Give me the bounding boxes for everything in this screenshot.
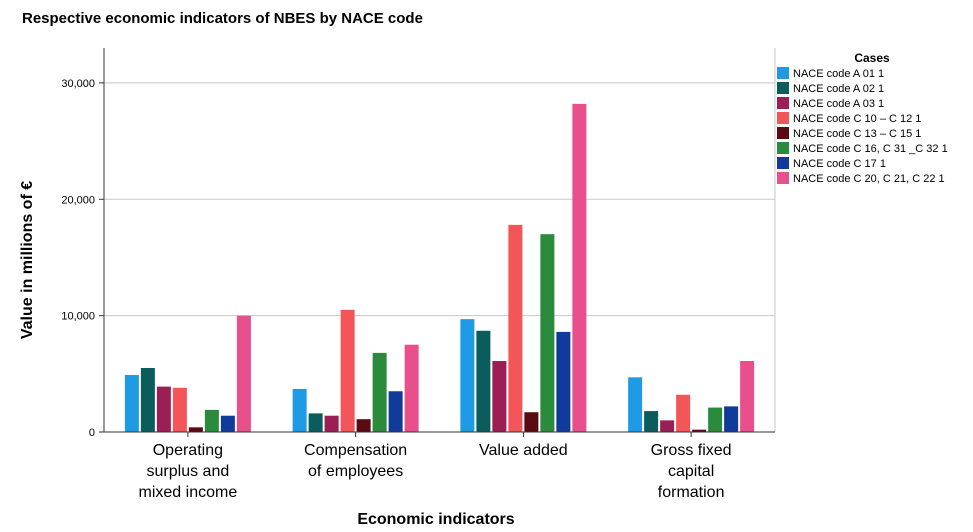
y-axis: 0 10,000 20,000 30,000 bbox=[61, 48, 105, 439]
legend-swatch bbox=[777, 82, 789, 94]
legend-label: NACE code A 01 1 bbox=[793, 68, 884, 80]
gridlines bbox=[104, 48, 776, 432]
bar bbox=[156, 386, 171, 432]
bar bbox=[140, 368, 155, 432]
x-category-label: Operating surplus and mixed income bbox=[139, 442, 238, 501]
bar bbox=[236, 315, 251, 432]
bar bbox=[540, 234, 555, 432]
bar bbox=[628, 377, 643, 432]
legend-swatch bbox=[777, 67, 789, 79]
bar bbox=[572, 103, 587, 432]
legend-label: NACE code C 10 – C 12 1 bbox=[793, 113, 921, 125]
legend-label: NACE code C 16, C 31 _C 32 1 bbox=[793, 143, 948, 155]
legend-swatch bbox=[777, 172, 789, 184]
legend-swatch bbox=[777, 142, 789, 154]
y-tick-label: 0 bbox=[89, 427, 95, 439]
chart-title: Respective economic indicators of NBES b… bbox=[22, 10, 423, 27]
bar bbox=[172, 387, 187, 432]
bar bbox=[388, 391, 403, 432]
legend-label: NACE code A 02 1 bbox=[793, 83, 884, 95]
y-axis-title: Value in millions of € bbox=[19, 181, 36, 339]
bar bbox=[204, 409, 219, 432]
bar bbox=[308, 413, 323, 432]
legend-swatch bbox=[777, 157, 789, 169]
bar bbox=[524, 412, 539, 432]
bar bbox=[340, 309, 355, 432]
bar bbox=[644, 411, 659, 432]
bar bbox=[188, 427, 203, 432]
x-category-label: Compensation of employees bbox=[304, 442, 407, 480]
legend-swatch bbox=[777, 112, 789, 124]
y-tick-label: 30,000 bbox=[61, 78, 95, 90]
y-tick-label: 10,000 bbox=[61, 311, 95, 323]
bar bbox=[292, 388, 307, 432]
x-axis: Operating surplus and mixed income Compensa… bbox=[104, 431, 775, 501]
bar bbox=[324, 415, 339, 432]
legend-label: NACE code C 17 1 bbox=[793, 158, 886, 170]
bars bbox=[124, 103, 755, 432]
legend-label: NACE code C 20, C 21, C 22 1 bbox=[793, 173, 945, 185]
bar bbox=[692, 429, 707, 432]
bar bbox=[492, 361, 507, 432]
legend-title: Cases bbox=[854, 51, 890, 65]
bar bbox=[460, 319, 475, 432]
legend-label: NACE code A 03 1 bbox=[793, 98, 884, 110]
bar bbox=[220, 415, 235, 432]
bar bbox=[708, 407, 723, 432]
x-category-label: Gross fixed capital formation bbox=[651, 442, 732, 501]
bar bbox=[740, 361, 755, 432]
x-axis-title: Economic indicators bbox=[357, 511, 514, 528]
bar bbox=[124, 374, 139, 432]
bar bbox=[372, 352, 387, 432]
bar bbox=[476, 330, 491, 432]
legend: Cases NACE code A 01 1 NACE code A 02 1 NA… bbox=[777, 51, 948, 185]
legend-label: NACE code C 13 – C 15 1 bbox=[793, 128, 921, 140]
x-category-label: Value added bbox=[479, 442, 568, 459]
bar bbox=[676, 394, 691, 432]
bar bbox=[556, 331, 571, 432]
bar bbox=[724, 406, 739, 432]
bar bbox=[356, 419, 371, 432]
y-tick-label: 20,000 bbox=[61, 194, 95, 206]
bar bbox=[404, 344, 419, 432]
bar bbox=[660, 420, 675, 432]
legend-swatch bbox=[777, 97, 789, 109]
legend-swatch bbox=[777, 127, 789, 139]
bar bbox=[508, 224, 523, 432]
